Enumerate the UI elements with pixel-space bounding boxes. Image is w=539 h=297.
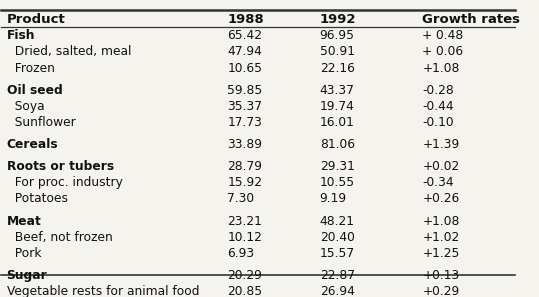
Text: 43.37: 43.37 bbox=[320, 84, 355, 97]
Text: Beef, not frozen: Beef, not frozen bbox=[6, 231, 112, 244]
Text: For proc. industry: For proc. industry bbox=[6, 176, 122, 189]
Text: 15.57: 15.57 bbox=[320, 247, 355, 260]
Text: 7.30: 7.30 bbox=[227, 192, 254, 206]
Text: 22.87: 22.87 bbox=[320, 269, 355, 282]
Text: -0.10: -0.10 bbox=[423, 116, 454, 129]
Text: 17.73: 17.73 bbox=[227, 116, 262, 129]
Text: 10.55: 10.55 bbox=[320, 176, 355, 189]
Text: -0.34: -0.34 bbox=[423, 176, 454, 189]
Text: +0.02: +0.02 bbox=[423, 160, 460, 173]
Text: 22.16: 22.16 bbox=[320, 61, 355, 75]
Text: +1.08: +1.08 bbox=[423, 214, 460, 228]
Text: Roots or tubers: Roots or tubers bbox=[6, 160, 114, 173]
Text: Oil seed: Oil seed bbox=[6, 84, 63, 97]
Text: +1.02: +1.02 bbox=[423, 231, 460, 244]
Text: 19.74: 19.74 bbox=[320, 100, 355, 113]
Text: Pork: Pork bbox=[6, 247, 41, 260]
Text: + 0.48: + 0.48 bbox=[423, 29, 464, 42]
Text: 48.21: 48.21 bbox=[320, 214, 355, 228]
Text: 20.40: 20.40 bbox=[320, 231, 355, 244]
Text: 23.21: 23.21 bbox=[227, 214, 262, 228]
Text: 35.37: 35.37 bbox=[227, 100, 262, 113]
Text: + 0.06: + 0.06 bbox=[423, 45, 464, 59]
Text: 15.92: 15.92 bbox=[227, 176, 262, 189]
Text: Growth rates: Growth rates bbox=[423, 13, 520, 26]
Text: -0.28: -0.28 bbox=[423, 84, 454, 97]
Text: 81.06: 81.06 bbox=[320, 138, 355, 151]
Text: 33.89: 33.89 bbox=[227, 138, 262, 151]
Text: 16.01: 16.01 bbox=[320, 116, 355, 129]
Text: 1988: 1988 bbox=[227, 13, 264, 26]
Text: 9.19: 9.19 bbox=[320, 192, 347, 206]
Text: 29.31: 29.31 bbox=[320, 160, 355, 173]
Text: Sugar: Sugar bbox=[6, 269, 47, 282]
Text: -0.44: -0.44 bbox=[423, 100, 454, 113]
Text: Frozen: Frozen bbox=[6, 61, 54, 75]
Text: +1.39: +1.39 bbox=[423, 138, 460, 151]
Text: 6.93: 6.93 bbox=[227, 247, 254, 260]
Text: 10.12: 10.12 bbox=[227, 231, 262, 244]
Text: Fish: Fish bbox=[6, 29, 35, 42]
Text: 50.91: 50.91 bbox=[320, 45, 355, 59]
Text: +1.08: +1.08 bbox=[423, 61, 460, 75]
Text: Cereals: Cereals bbox=[6, 138, 58, 151]
Text: Vegetable rests for animal food: Vegetable rests for animal food bbox=[6, 285, 199, 297]
Text: 26.94: 26.94 bbox=[320, 285, 355, 297]
Text: 28.79: 28.79 bbox=[227, 160, 262, 173]
Text: 10.65: 10.65 bbox=[227, 61, 262, 75]
Text: 96.95: 96.95 bbox=[320, 29, 355, 42]
Text: 20.85: 20.85 bbox=[227, 285, 262, 297]
Text: Sunflower: Sunflower bbox=[6, 116, 75, 129]
Text: Meat: Meat bbox=[6, 214, 42, 228]
Text: 1992: 1992 bbox=[320, 13, 356, 26]
Text: +1.25: +1.25 bbox=[423, 247, 460, 260]
Text: Potatoes: Potatoes bbox=[6, 192, 67, 206]
Text: 47.94: 47.94 bbox=[227, 45, 262, 59]
Text: Product: Product bbox=[6, 13, 65, 26]
Text: 59.85: 59.85 bbox=[227, 84, 262, 97]
Text: Soya: Soya bbox=[6, 100, 44, 113]
Text: +0.26: +0.26 bbox=[423, 192, 460, 206]
Text: 20.29: 20.29 bbox=[227, 269, 262, 282]
Text: +0.13: +0.13 bbox=[423, 269, 460, 282]
Text: 65.42: 65.42 bbox=[227, 29, 262, 42]
Text: +0.29: +0.29 bbox=[423, 285, 460, 297]
Text: Dried, salted, meal: Dried, salted, meal bbox=[6, 45, 131, 59]
